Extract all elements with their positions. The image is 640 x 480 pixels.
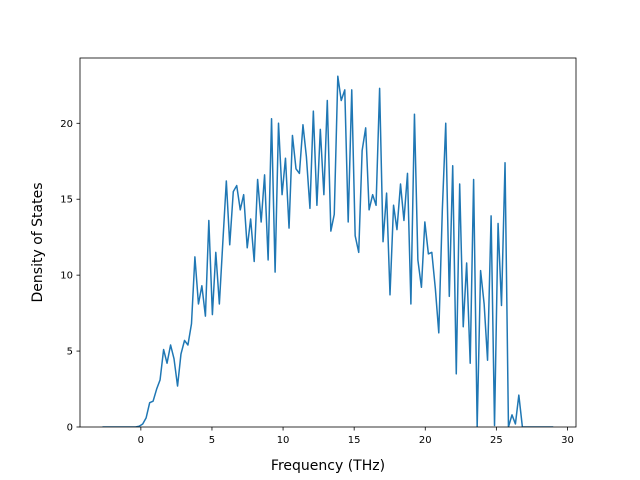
y-tick-label: 0: [67, 423, 73, 434]
y-tick-label: 5: [67, 347, 73, 358]
x-tick-label: 0: [138, 435, 144, 446]
x-tick-label: 20: [419, 435, 432, 446]
plot-frame: [79, 57, 577, 428]
y-axis-label: Density of States: [30, 183, 46, 303]
x-tick-label: 15: [348, 435, 361, 446]
x-tick-label: 10: [277, 435, 290, 446]
y-tick-label: 15: [60, 195, 73, 206]
x-axis-label: Frequency (THz): [271, 458, 385, 474]
x-tick-label: 5: [209, 435, 215, 446]
x-tick-label: 30: [561, 435, 574, 446]
x-tick-label: 25: [490, 435, 503, 446]
y-tick-label: 20: [60, 119, 73, 130]
y-tick-label: 10: [60, 271, 73, 282]
line-series: [102, 75, 554, 427]
